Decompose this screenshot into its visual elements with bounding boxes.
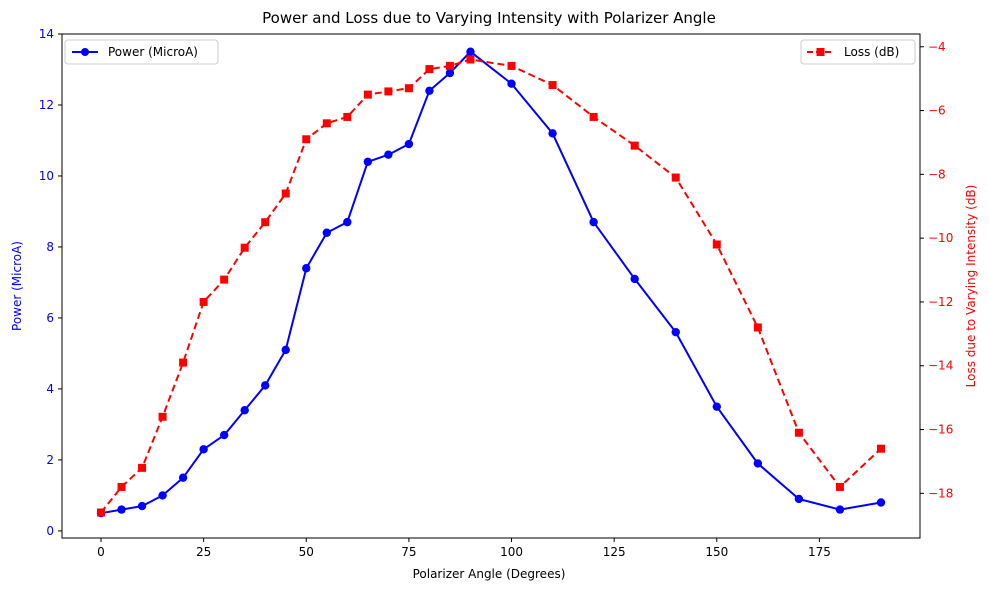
legend-loss-box (800, 39, 916, 65)
plot-area (96, 47, 886, 518)
y-right-tick-label: −16 (928, 423, 953, 437)
x-tick-label: 50 (299, 545, 314, 559)
legend-loss-label: Loss (dB) (844, 45, 899, 59)
y-left-tick-label: 2 (46, 453, 54, 467)
power-point (630, 274, 639, 284)
y-left-tick-label: 10 (39, 169, 54, 183)
y-axis-right-label: Loss due to Varying Intensity (dB) (964, 185, 978, 388)
x-tick-label: 25 (196, 545, 211, 559)
power-point (753, 459, 763, 468)
loss-point (261, 218, 270, 227)
power-point (158, 491, 167, 500)
loss-point (507, 61, 516, 70)
power-point (589, 217, 598, 227)
power-point (322, 228, 331, 237)
power-point (302, 264, 311, 273)
power-point (343, 217, 352, 227)
loss-point (343, 112, 352, 121)
legend-power-box (64, 39, 219, 65)
power-point (794, 494, 804, 504)
y-right-tick-label: −18 (928, 486, 953, 500)
y-right-tick-label: −6 (928, 104, 946, 118)
y-right-tick-label: −10 (928, 231, 953, 245)
loss-point (835, 482, 844, 491)
loss-point (445, 61, 454, 70)
power-point (281, 345, 290, 355)
loss-point (548, 81, 557, 90)
power-point (445, 68, 455, 78)
loss-point (220, 275, 229, 284)
power-point (548, 129, 557, 138)
x-tick-label: 0 (97, 545, 105, 559)
x-tick-label: 75 (401, 545, 416, 559)
loss-point (240, 243, 249, 252)
plot-frame (61, 33, 921, 539)
loss-point (322, 119, 331, 128)
power-point (712, 402, 721, 411)
legend-power-label: Power (MicroA) (108, 45, 198, 59)
y-right-tick-label: −14 (928, 359, 953, 373)
power-point (219, 430, 229, 440)
loss-point (671, 173, 680, 182)
loss-point (404, 84, 413, 93)
loss-point (425, 65, 434, 74)
loss-point (117, 482, 126, 491)
y-axis-left-label: Power (MicroA) (10, 241, 24, 331)
y-right-tick-label: −12 (928, 295, 953, 309)
power-point (137, 501, 147, 511)
x-tick-label: 125 (603, 545, 626, 559)
loss-point (363, 90, 372, 99)
y-left-tick-label: 14 (39, 27, 54, 41)
legend-power: Power (MicroA) (64, 39, 219, 65)
loss-point (794, 428, 803, 437)
power-point (363, 157, 373, 166)
y-left-tick-label: 12 (39, 98, 54, 112)
y-left-tick-label: 0 (46, 524, 54, 538)
loss-point (630, 141, 639, 150)
legend-power-marker (81, 48, 89, 56)
y-right-tick-label: −8 (928, 167, 946, 181)
loss-point (281, 189, 290, 198)
loss-point (384, 87, 393, 96)
chart-title: Power and Loss due to Varying Intensity … (262, 9, 716, 27)
x-axis-label: Polarizer Angle (Degrees) (413, 567, 566, 581)
loss-point (589, 112, 598, 121)
power-point (671, 327, 680, 337)
x-tick-label: 175 (808, 545, 831, 559)
loss-point (302, 135, 311, 144)
power-point (178, 473, 188, 482)
y-left-tick-label: 8 (46, 240, 54, 254)
loss-point (199, 297, 208, 306)
power-point (507, 79, 516, 88)
legend-loss: Loss (dB) (800, 39, 916, 65)
power-point (199, 445, 208, 454)
power-point (240, 406, 249, 415)
power-point (384, 150, 393, 159)
power-point (425, 86, 434, 95)
loss-point (97, 508, 105, 517)
power-point (117, 505, 126, 514)
power-point (404, 139, 414, 149)
loss-point (877, 444, 885, 453)
loss-point (712, 240, 721, 249)
loss-point (753, 323, 762, 332)
legend-loss-marker (816, 48, 825, 56)
axes: 0 25 50 75 100 125 150 175 0 2 4 6 8 10 12 14 −18 −16 −14 −… (39, 27, 954, 559)
x-tick-label: 100 (500, 545, 523, 559)
y-left-tick-label: 6 (46, 311, 54, 325)
loss-point (179, 358, 188, 367)
y-right-tick-label: −4 (928, 40, 946, 54)
power-point (466, 47, 475, 56)
y-left-tick-label: 4 (46, 382, 54, 396)
loss-point (466, 55, 475, 64)
loss-point (158, 412, 167, 421)
power-point (876, 498, 886, 507)
power-point (261, 381, 270, 390)
loss-point (138, 463, 147, 472)
x-tick-label: 150 (705, 545, 728, 559)
power-point (835, 505, 845, 514)
